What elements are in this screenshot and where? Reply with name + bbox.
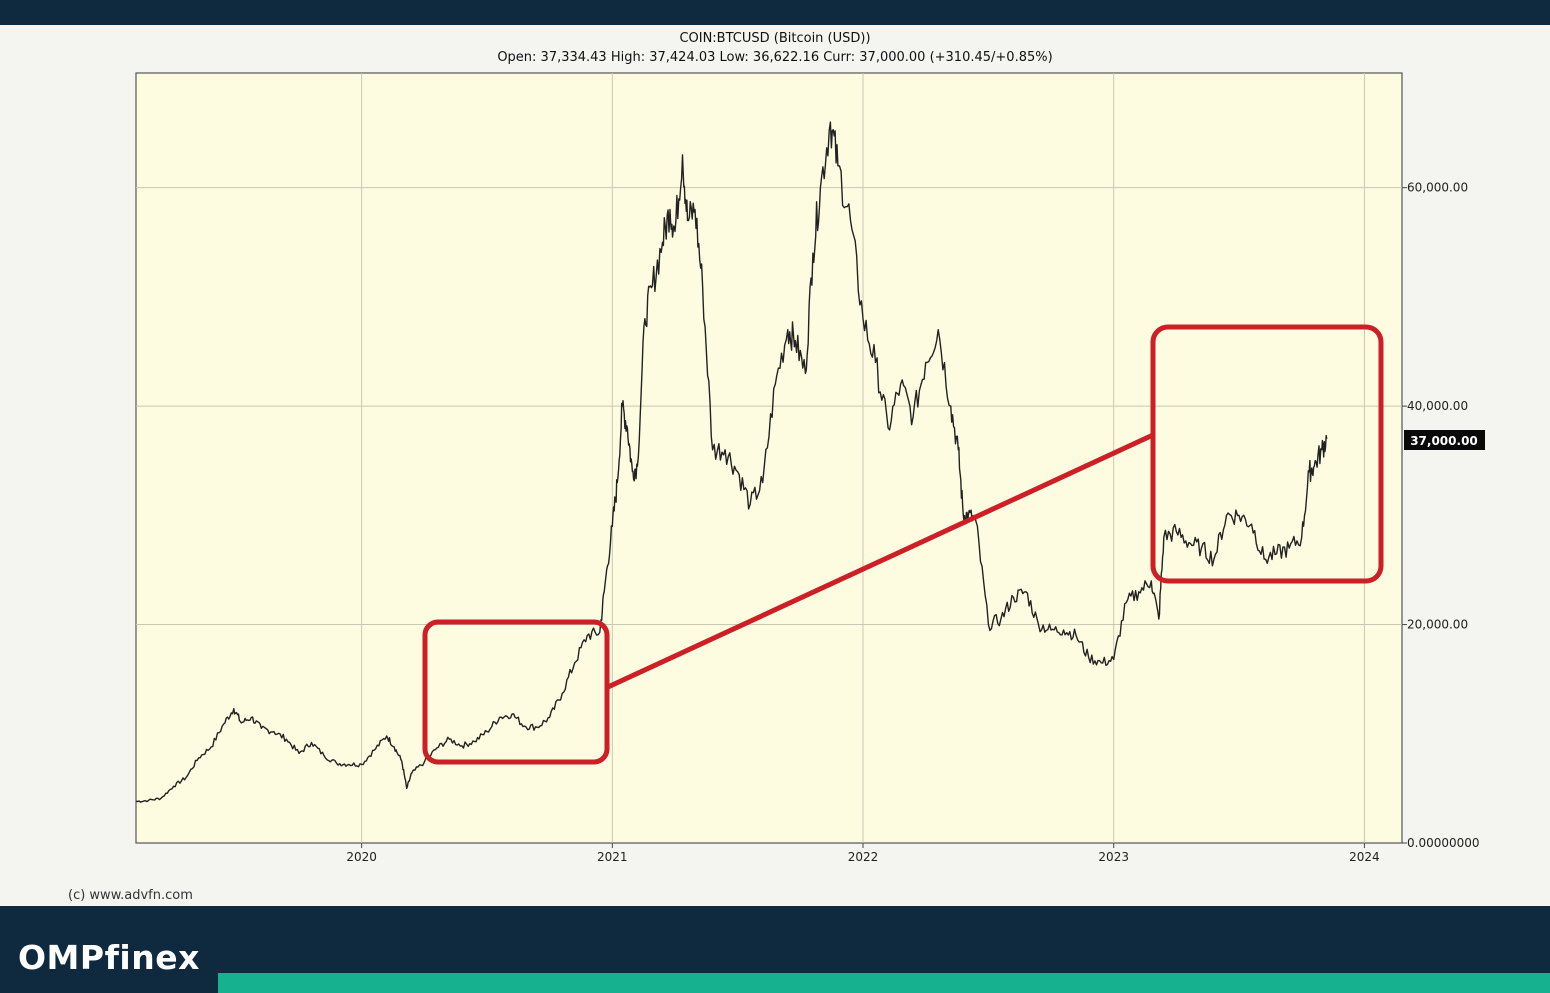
trend-connector-line	[605, 432, 1156, 690]
chart-title: COIN:BTCUSD (Bitcoin (USD))	[679, 31, 870, 46]
y-tick-label: 20,000.00	[1407, 618, 1468, 632]
footer-accent-stripe	[218, 973, 1550, 993]
grid-lines	[136, 73, 1402, 843]
x-tick-label: 2022	[848, 850, 879, 864]
y-tick-label: 60,000.00	[1407, 181, 1468, 195]
current-price-tag	[1404, 430, 1485, 450]
source-credit: (c) www.advfn.com	[68, 888, 193, 903]
x-tick-label: 2023	[1098, 850, 1129, 864]
highlight-box-2023	[1150, 324, 1384, 584]
y-axis: 60,000.00 40,000.00 20,000.00 0.00000000	[1402, 181, 1480, 850]
y-tick-label: 40,000.00	[1407, 399, 1468, 413]
current-price-label: 37,000.00	[1410, 434, 1478, 448]
highlight-box-2020	[422, 619, 610, 765]
chart-subtitle: Open: 37,334.43 High: 37,424.03 Low: 36,…	[497, 50, 1052, 65]
top-bar	[0, 0, 1550, 25]
x-tick-label: 2021	[597, 850, 628, 864]
x-tick-label: 2020	[346, 850, 377, 864]
x-axis: 2020 2021 2022 2023 2024	[346, 843, 1380, 864]
price-line	[135, 121, 1328, 803]
plot-area	[135, 72, 1403, 844]
btc-price-chart: COIN:BTCUSD (Bitcoin (USD)) Open: 37,334…	[68, 31, 1485, 903]
y-tick-label: 0.00000000	[1407, 836, 1480, 850]
brand-logo: OMPfinex	[18, 938, 200, 977]
x-tick-label: 2024	[1349, 850, 1380, 864]
